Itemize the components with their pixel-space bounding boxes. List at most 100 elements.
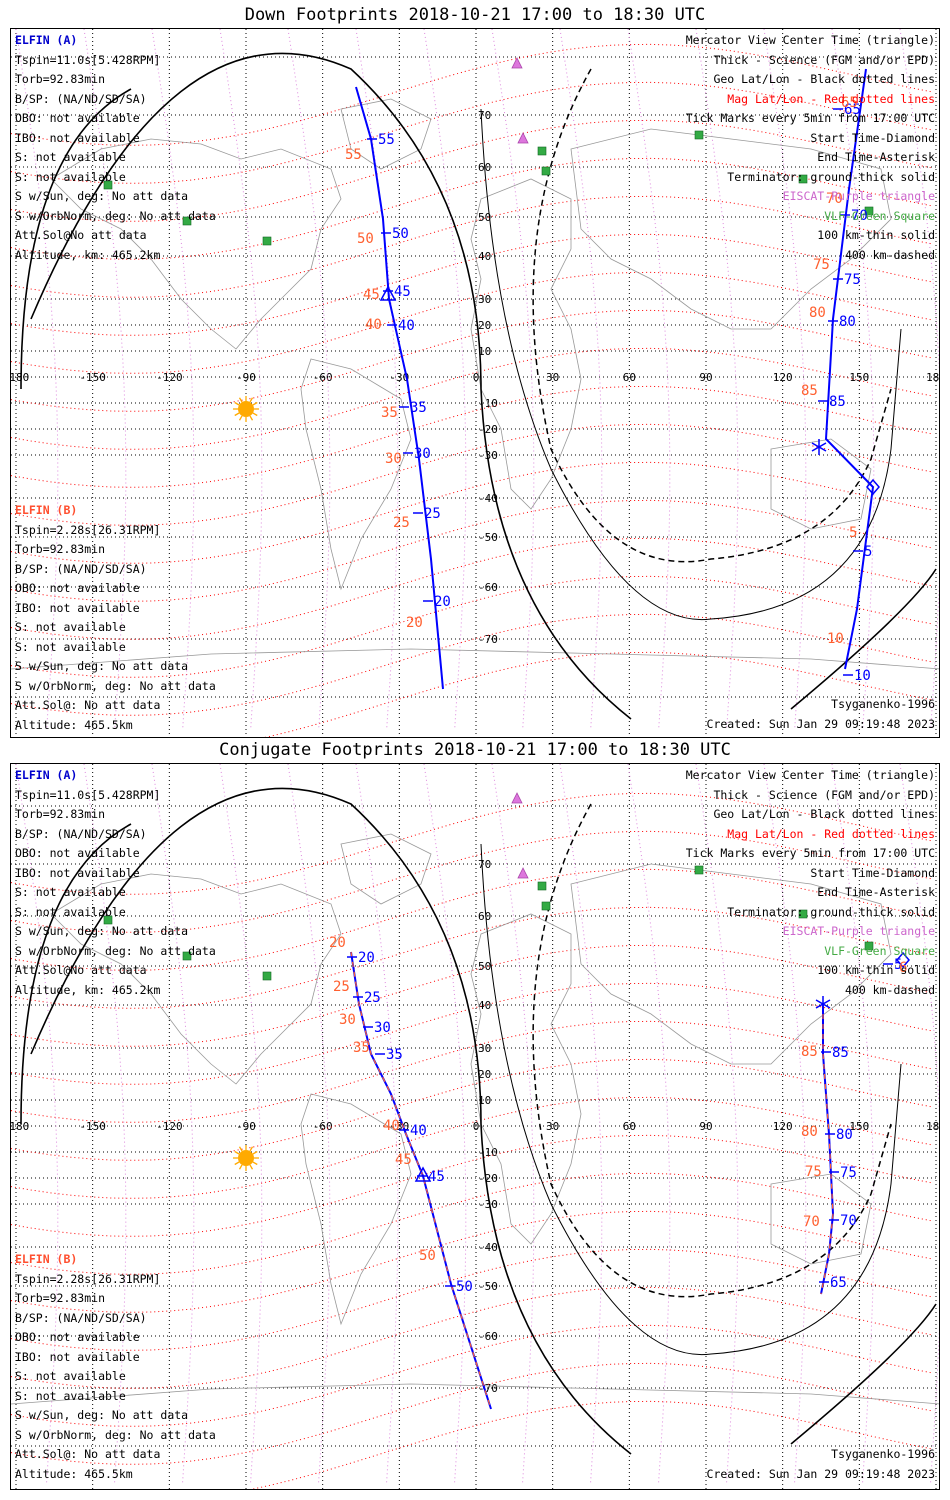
lon-tick-label: -150: [79, 1120, 106, 1133]
mag-lat-line: [11, 792, 932, 895]
elfin-a-line: Torb=92.83min: [15, 807, 106, 821]
elfin-a-line: B/SP: (NA/ND/SD/SA): [15, 91, 147, 106]
elfin-b-line: B/SP: (NA/ND/SD/SA): [15, 1310, 147, 1325]
mag-lat-line: [11, 868, 932, 971]
track-a-time-label: 45: [428, 1169, 445, 1185]
legend-item: Thick - Science (FGM and/or EPD): [713, 787, 935, 802]
legend-item: Mag Lat/Lon - Red dotted lines: [727, 91, 935, 106]
elfin-b-header: ELFIN (B): [15, 1252, 78, 1266]
track-a-time-label: 20: [358, 950, 375, 966]
terminator-100km: [480, 843, 902, 1356]
mag-lat-line: [11, 309, 932, 412]
mag-lon-line: [491, 29, 535, 730]
lat-tick-label: 50: [478, 960, 491, 973]
lat-tick-label: -20: [478, 1172, 498, 1185]
vlf-square-icon: [798, 174, 808, 184]
coastline: [470, 178, 582, 510]
track-a-time-label: 20: [434, 594, 451, 610]
elfin-a-info-conjugate: ELFIN (A) Tspin=11.0s[5.428RPM] Torb=92.…: [15, 766, 216, 1000]
track-a-time-label: 35: [386, 1047, 403, 1063]
mag-grid: [11, 43, 932, 737]
track-a-red-label: 30: [385, 451, 402, 467]
vlf-square-icon: [541, 901, 551, 911]
sun-ray: [234, 412, 240, 417]
track-b-red-label: 85: [801, 383, 818, 399]
track-a-red-label: 30: [339, 1012, 356, 1028]
mag-lat-line: [11, 1096, 932, 1199]
mag-lat-line: [11, 1134, 932, 1237]
legend-item: Mercator View Center Time (triangle): [685, 768, 935, 782]
legend-item: Thick - Science (FGM and/or EPD): [713, 52, 935, 67]
center-triangle-icon: [379, 285, 397, 301]
track-b-red-label: 80: [809, 305, 826, 321]
lon-tick-label: 30: [546, 371, 559, 384]
legend-down: Mercator View Center Time (triangle) Thic…: [686, 31, 935, 265]
elfin-b-line: IBO: not available: [15, 1349, 140, 1364]
track-b-time-label: 85: [832, 1045, 849, 1061]
legend-item: VLF-Green Square: [824, 943, 935, 958]
track-a-red-label: 20: [329, 935, 346, 951]
track-a-red-label: 40: [383, 1118, 400, 1134]
mag-lat-line: [11, 537, 932, 640]
elfin-b-line: S w/Sun, deg: No att data: [15, 659, 189, 673]
coastline: [340, 98, 432, 170]
start-diamond-icon: [896, 951, 910, 969]
mag-lat-line: [11, 347, 932, 450]
elfin-a-line: IBO: not available: [15, 865, 140, 880]
lon-tick-label: 180: [926, 371, 940, 384]
lon-tick-label: -30: [389, 371, 409, 384]
sun-ray: [249, 397, 254, 403]
mag-lat-line: [11, 385, 932, 488]
lon-tick-label: 150: [849, 371, 869, 384]
coastline: [300, 358, 412, 591]
track-a-time-label: 45: [394, 284, 411, 300]
eiscat-triangle-icon: [511, 792, 523, 804]
mag-lat-line: [11, 1210, 932, 1313]
legend-item: 400 km-dashed: [844, 982, 935, 997]
vlf-square-icon: [694, 865, 704, 875]
sun-ray: [252, 401, 258, 406]
lon-tick-label: 0: [473, 371, 480, 384]
mag-meridians: [15, 29, 939, 730]
mag-lon-line: [763, 29, 807, 730]
vlf-square-icon: [182, 216, 192, 226]
vlf-square-icon: [262, 236, 272, 246]
lat-tick-label: -70: [478, 633, 498, 646]
panel-title-down: Down Footprints 2018-10-21 17:00 to 18:3…: [244, 5, 706, 25]
track-b-time-label: 75: [840, 1165, 857, 1181]
track-a-red-label: 35: [381, 405, 398, 421]
elfin-b-track-overlay: [820, 1004, 834, 1295]
lat-tick-label: 30: [478, 293, 491, 306]
model-label: Tsyganenko-1996: [831, 697, 935, 711]
terminator-ground: [30, 787, 632, 1455]
mag-lon-line: [423, 29, 467, 730]
sun-disc: [238, 1150, 254, 1166]
track-b-red-label: 6: [899, 960, 907, 976]
track-b-time-label: 65: [830, 1275, 847, 1291]
lat-tick-label: -40: [478, 492, 498, 505]
eiscat-triangle-icon: [517, 132, 529, 144]
created-label: Created: Sun Jan 29 09:19:48 2023: [706, 1467, 935, 1481]
mag-lat-line: [11, 1324, 932, 1427]
mag-lat-line: [11, 830, 932, 933]
elfin-b-line: OBO: not available: [15, 1330, 140, 1344]
elfin-a-line: S: not available: [15, 169, 126, 184]
mag-lat-line: [11, 944, 932, 1047]
map-frame-conjugate: -180 -150 -120 -90 -60 -30 0 30 60 90 120 150 180 70 6…: [10, 763, 940, 1490]
coastline: [11, 1383, 939, 1405]
terminator-ground-left: [20, 823, 132, 1125]
sun-ray: [238, 1146, 243, 1152]
track-a-time-label: 55: [378, 132, 395, 148]
geo-grid: [11, 29, 939, 737]
track-a-red-label: 45: [395, 1152, 412, 1168]
elfin-b-line: OBO: not available: [15, 581, 140, 595]
lon-tick-label: 150: [849, 1120, 869, 1133]
legend-conjugate: Mercator View Center Time (triangle) Thic…: [686, 766, 935, 1000]
elfin-b-track: [824, 68, 875, 670]
coastline: [300, 1093, 412, 1326]
elfin-a-line: B/SP: (NA/ND/SD/SA): [15, 826, 147, 841]
track-a-time-label: 50: [456, 1279, 473, 1295]
elfin-b-line: Att.Sol@: No att data: [15, 698, 161, 712]
elfin-a-line: S w/Sun, deg: No att data: [15, 924, 189, 938]
sun-ray: [234, 1150, 240, 1155]
